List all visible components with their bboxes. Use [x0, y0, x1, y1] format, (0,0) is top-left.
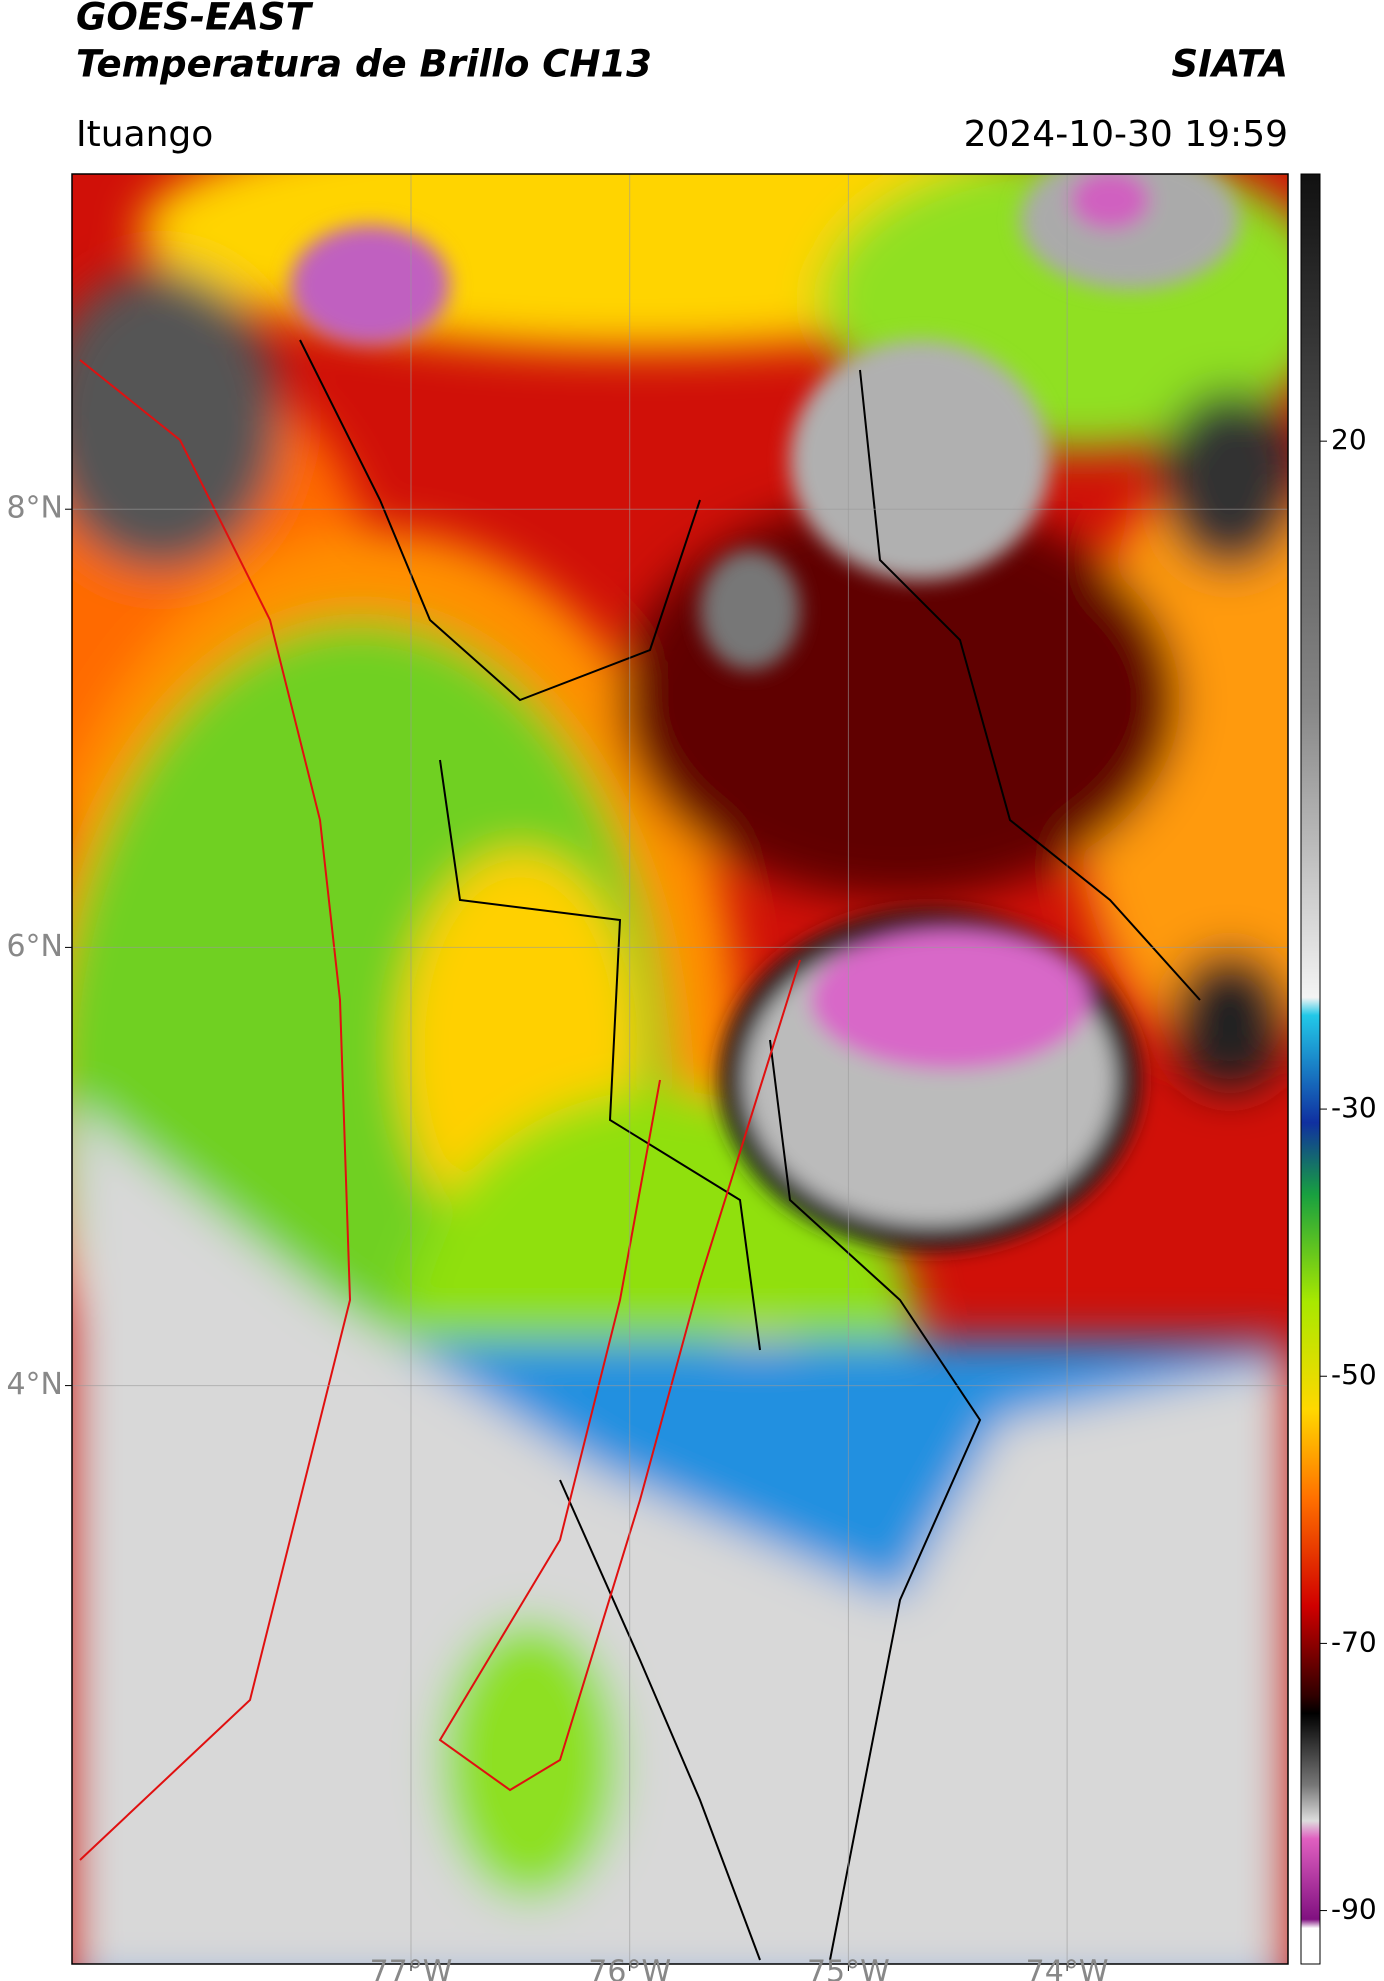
- x-tick-label: 76°W: [588, 1955, 671, 1981]
- colorbar-tick-label: -90: [1331, 1893, 1377, 1926]
- satellite-image: [72, 174, 1288, 1964]
- grid: [72, 174, 1288, 1964]
- source: SIATA: [1171, 43, 1288, 86]
- x-tick-label: 74°W: [1026, 1955, 1109, 1981]
- map-frame: [71, 173, 1289, 1965]
- subtitle: Temperatura de Brillo CH13: [76, 43, 652, 86]
- y-tick-label: 4°N: [6, 1367, 63, 1402]
- colorbar: [1300, 173, 1321, 1965]
- colorbar-tick-label: 20: [1331, 423, 1367, 456]
- x-tick-label: 75°W: [807, 1955, 890, 1981]
- colorbar-tick-label: -50: [1331, 1358, 1377, 1391]
- title: GOES-EAST: [76, 0, 314, 39]
- timestamp: 2024-10-30 19:59: [964, 114, 1288, 155]
- colorbar-tick-label: -70: [1331, 1625, 1377, 1658]
- location: Ituango: [76, 114, 213, 155]
- x-tick-label: 77°W: [370, 1955, 453, 1981]
- y-tick-label: 6°N: [6, 929, 63, 964]
- colorbar-tick-label: -30: [1331, 1091, 1377, 1124]
- y-tick-label: 8°N: [6, 491, 63, 526]
